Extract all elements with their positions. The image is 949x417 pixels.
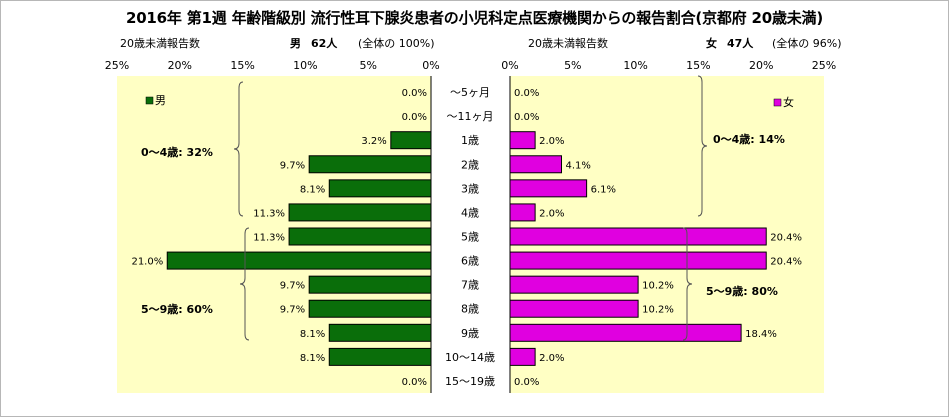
right-header-share: (全体の 96%) — [772, 37, 842, 50]
male-bar — [308, 275, 432, 294]
left-x-tick-label: 25% — [105, 59, 129, 72]
male-0-4-annotation: 0〜4歳: 32% — [141, 145, 213, 159]
left-x-tick-label: 10% — [293, 59, 317, 72]
female-data-label: 2.0% — [539, 208, 564, 219]
category-label: 10〜14歳 — [445, 351, 495, 364]
female-bar — [509, 347, 536, 366]
category-label: 15〜19歳 — [445, 375, 495, 388]
male-5-9-brace — [239, 227, 250, 341]
male-bar — [308, 155, 432, 174]
male-bar — [328, 323, 432, 342]
category-label: 6歳 — [461, 255, 479, 268]
category-label: 〜11ヶ月 — [447, 110, 494, 123]
right-x-tick-label: 15% — [686, 59, 710, 72]
female-data-label: 18.4% — [745, 329, 777, 340]
male-data-label: 0.0% — [402, 377, 427, 388]
female-bar — [509, 251, 767, 270]
female-data-label: 0.0% — [514, 377, 539, 388]
female-bar — [509, 275, 639, 294]
left-x-tick-label: 15% — [230, 59, 254, 72]
left-header-count: 62人 — [311, 37, 338, 50]
male-data-label: 9.7% — [280, 160, 305, 171]
female-5-9-annotation: 5〜9歳: 80% — [706, 284, 778, 298]
female-legend-swatch — [773, 98, 782, 107]
right-x-tick-label: 10% — [623, 59, 647, 72]
right-header-label: 20歳未満報告数 — [528, 37, 608, 50]
female-0-4-brace — [697, 75, 708, 217]
male-5-9-annotation: 5〜9歳: 60% — [141, 302, 213, 316]
female-bar — [509, 131, 536, 150]
female-data-label: 10.2% — [642, 281, 674, 292]
male-data-label: 21.0% — [131, 257, 163, 268]
left-header-sex: 男 — [290, 37, 301, 50]
right-header-count: 47人 — [727, 37, 754, 50]
female-bar — [509, 203, 536, 222]
female-bar — [509, 323, 742, 342]
category-label: 1歳 — [461, 134, 479, 147]
male-data-label: 0.0% — [402, 88, 427, 99]
left-header-label: 20歳未満報告数 — [120, 37, 200, 50]
right-header-sex: 女 — [706, 37, 717, 50]
female-data-label: 4.1% — [565, 160, 590, 171]
male-bar — [328, 179, 432, 198]
female-legend-label: 女 — [783, 95, 794, 109]
female-data-label: 2.0% — [539, 353, 564, 364]
female-data-label: 2.0% — [539, 136, 564, 147]
left-x-tick-label: 5% — [359, 59, 376, 72]
male-data-label: 11.3% — [253, 208, 285, 219]
female-data-label: 10.2% — [642, 305, 674, 316]
chart-title: 2016年 第1週 年齢階級別 流行性耳下腺炎患者の小児科定点医療機関からの報告… — [125, 9, 824, 27]
category-label: 〜5ヶ月 — [450, 86, 490, 99]
female-bar — [509, 299, 639, 318]
female-bar — [509, 227, 767, 246]
female-0-4-annotation: 0〜4歳: 14% — [713, 132, 785, 146]
male-data-label: 8.1% — [300, 184, 325, 195]
male-legend-swatch — [145, 96, 154, 105]
right-x-tick-label: 25% — [812, 59, 836, 72]
female-data-label: 0.0% — [514, 112, 539, 123]
male-legend-label: 男 — [155, 94, 166, 107]
category-label: 5歳 — [461, 231, 479, 244]
female-data-label: 6.1% — [591, 184, 616, 195]
male-bar — [308, 299, 432, 318]
female-bar — [509, 155, 562, 174]
male-data-label: 9.7% — [280, 281, 305, 292]
female-bar — [509, 179, 588, 198]
male-data-label: 0.0% — [402, 112, 427, 123]
male-data-label: 3.2% — [361, 136, 386, 147]
left-header-share: (全体の 100%) — [358, 37, 435, 50]
male-data-label: 11.3% — [253, 233, 285, 244]
male-bar — [288, 203, 432, 222]
male-data-label: 8.1% — [300, 329, 325, 340]
male-bar — [328, 347, 432, 366]
right-x-tick-label: 0% — [501, 59, 518, 72]
category-label: 3歳 — [461, 182, 479, 195]
category-label: 2歳 — [461, 158, 479, 171]
right-x-tick-label: 5% — [564, 59, 581, 72]
female-data-label: 0.0% — [514, 88, 539, 99]
left-x-tick-label: 20% — [168, 59, 192, 72]
category-label: 7歳 — [461, 279, 479, 292]
category-label: 9歳 — [461, 327, 479, 340]
male-data-label: 9.7% — [280, 305, 305, 316]
category-label: 8歳 — [461, 303, 479, 316]
female-data-label: 20.4% — [770, 257, 802, 268]
female-5-9-brace — [682, 227, 693, 341]
male-data-label: 8.1% — [300, 353, 325, 364]
left-x-tick-label: 0% — [422, 59, 439, 72]
male-bar — [288, 227, 432, 246]
right-x-tick-label: 20% — [749, 59, 773, 72]
category-label: 4歳 — [461, 206, 479, 219]
male-bar — [390, 131, 432, 150]
male-0-4-brace — [233, 81, 244, 217]
male-bar — [166, 251, 432, 270]
female-data-label: 20.4% — [770, 233, 802, 244]
